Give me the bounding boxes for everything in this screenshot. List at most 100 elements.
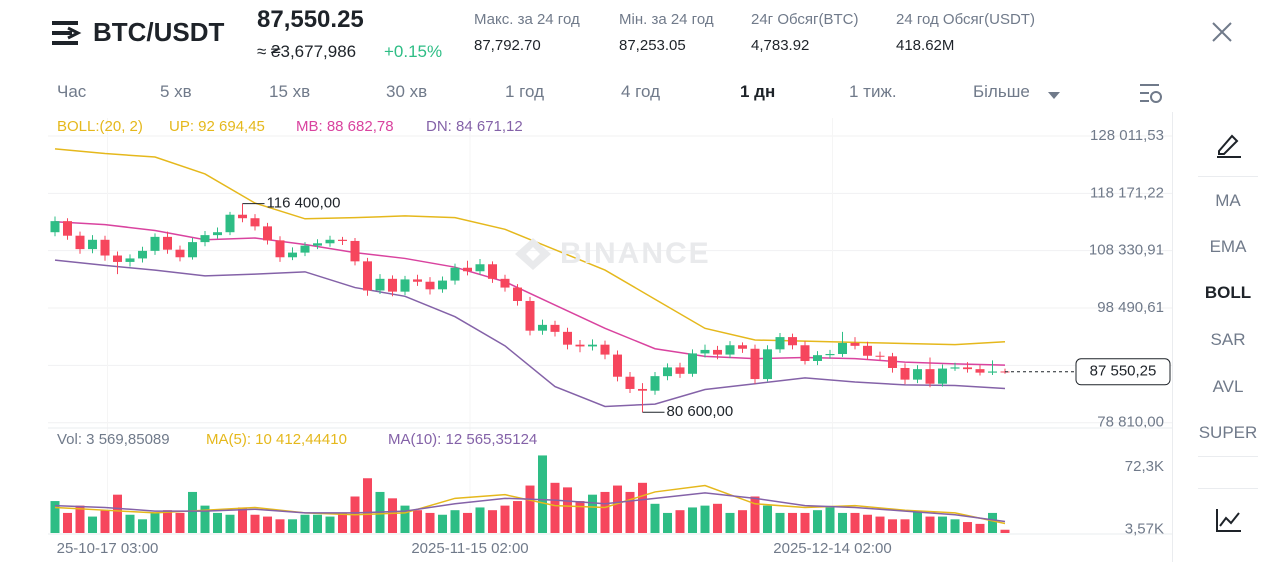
annotation: 80 600,00 bbox=[667, 403, 734, 420]
boll-legend: UP: 92 694,45 bbox=[169, 118, 265, 135]
volume-bar bbox=[813, 510, 822, 533]
volume-bar bbox=[463, 512, 472, 533]
menu-icon[interactable] bbox=[52, 20, 82, 46]
chart: 25-10-17 03:00 2025-11-15 02:00 2025-12-14… bbox=[48, 118, 1172, 557]
volume-bar bbox=[513, 501, 522, 533]
candle-body bbox=[50, 221, 60, 233]
candle-body bbox=[288, 252, 297, 258]
annotation: 116 400,00 bbox=[267, 195, 341, 212]
volume-bar bbox=[63, 512, 72, 533]
symbol[interactable]: BTC/USDT bbox=[93, 17, 225, 47]
x-tick-label: 2025-11-15 02:00 bbox=[411, 540, 528, 557]
candle-body bbox=[325, 239, 335, 244]
interval-tab[interactable]: 5 хв bbox=[160, 82, 192, 101]
candle-body bbox=[563, 331, 572, 345]
candle-body bbox=[500, 278, 510, 288]
y-tick-label: 78 810,00 bbox=[1097, 414, 1164, 431]
indicator[interactable]: AVL bbox=[1212, 377, 1244, 396]
volume-bar bbox=[275, 519, 285, 533]
interval-tab[interactable]: Більше bbox=[973, 82, 1030, 101]
volume-bar bbox=[200, 505, 210, 533]
volume-bar bbox=[888, 519, 897, 533]
volume-bar bbox=[938, 516, 947, 533]
candle-body bbox=[150, 236, 160, 251]
volume-bar bbox=[488, 510, 497, 533]
volume-bar bbox=[825, 507, 835, 533]
caret-wrap bbox=[1042, 87, 1060, 105]
volume-bar bbox=[538, 455, 547, 533]
volume-bar bbox=[225, 514, 235, 533]
plot: 25-10-17 03:00 2025-11-15 02:00 2025-12-14… bbox=[48, 118, 1172, 557]
candle-body bbox=[788, 337, 797, 346]
volume-bar bbox=[588, 494, 597, 533]
candle-body bbox=[900, 367, 910, 380]
volume-bar bbox=[388, 498, 397, 533]
candle-body bbox=[863, 345, 872, 356]
candle-body bbox=[838, 342, 847, 354]
volume-bar bbox=[638, 482, 647, 533]
stat-value: 87,253.05 bbox=[619, 37, 686, 54]
volume-bar bbox=[475, 507, 485, 533]
draw-icon[interactable] bbox=[1215, 131, 1243, 159]
indicator[interactable]: MA bbox=[1215, 191, 1241, 210]
interval-tab[interactable]: 1 год bbox=[505, 82, 545, 101]
candle-body bbox=[538, 324, 547, 331]
y-tick-label: 128 011,53 bbox=[1090, 127, 1164, 144]
boll-legend: MB: 88 682,78 bbox=[296, 118, 394, 135]
interval-tab[interactable]: 4 год bbox=[621, 82, 661, 101]
interval-tab[interactable]: 1 тиж. bbox=[849, 82, 897, 101]
volume-bar bbox=[325, 516, 335, 533]
separator bbox=[1198, 456, 1258, 457]
candle-body bbox=[200, 235, 210, 243]
volume-bar bbox=[1000, 529, 1010, 533]
volume-bar bbox=[613, 485, 622, 533]
volume-legend: MA(5): 10 412,44410 bbox=[206, 431, 347, 448]
separator bbox=[1198, 176, 1258, 177]
indicator-line bbox=[54, 492, 1006, 523]
candle-body bbox=[525, 300, 535, 331]
watermark-logo bbox=[515, 238, 551, 270]
volume-legend: MA(10): 12 565,35124 bbox=[388, 431, 537, 448]
volume-bar bbox=[500, 505, 510, 533]
indicator[interactable]: SAR bbox=[1210, 330, 1246, 349]
candle-body bbox=[763, 349, 772, 380]
indicator[interactable]: EMA bbox=[1209, 237, 1247, 256]
candle-body bbox=[125, 258, 135, 262]
interval-tab[interactable]: 1 дн bbox=[740, 82, 776, 101]
volume-bar bbox=[213, 512, 222, 533]
candle-body bbox=[950, 367, 960, 369]
candle-body bbox=[550, 324, 560, 332]
volume-bar bbox=[88, 516, 97, 533]
volume-bar bbox=[900, 519, 910, 533]
candle-body bbox=[575, 344, 585, 347]
volume-bar bbox=[338, 512, 347, 533]
candle-body bbox=[925, 369, 935, 384]
interval-tab[interactable]: 30 хв bbox=[386, 82, 428, 101]
boll-legend: DN: 84 671,12 bbox=[426, 118, 523, 135]
indicator[interactable]: BOLL bbox=[1204, 283, 1252, 302]
volume-bar bbox=[100, 510, 110, 533]
candle-body bbox=[225, 214, 235, 233]
close-button[interactable] bbox=[1211, 21, 1233, 43]
interval-tab[interactable]: 15 хв bbox=[269, 82, 311, 101]
volume-bar bbox=[925, 516, 935, 533]
chart-icon[interactable] bbox=[1215, 507, 1243, 533]
volume-bar bbox=[713, 503, 722, 533]
candle-body bbox=[675, 367, 685, 374]
volume-bar bbox=[725, 512, 735, 533]
indicator[interactable]: SUPER bbox=[1198, 423, 1258, 442]
settings-icon[interactable] bbox=[1139, 82, 1165, 106]
volume-bar bbox=[563, 487, 572, 533]
y-tick-label: 118 171,22 bbox=[1090, 184, 1164, 201]
candle-body bbox=[688, 353, 697, 374]
interval-tab[interactable]: Час bbox=[57, 82, 87, 101]
stat-value: 4,783.92 bbox=[751, 37, 810, 54]
volume-bar bbox=[838, 512, 847, 533]
candle-body bbox=[375, 278, 385, 291]
volume-bar bbox=[263, 516, 272, 533]
candle-body bbox=[338, 239, 347, 241]
volume-bar bbox=[288, 519, 297, 533]
candle-body bbox=[850, 342, 860, 346]
candle-body bbox=[625, 376, 635, 389]
price-uah: ≈ ₴3,677,986 bbox=[257, 42, 357, 61]
